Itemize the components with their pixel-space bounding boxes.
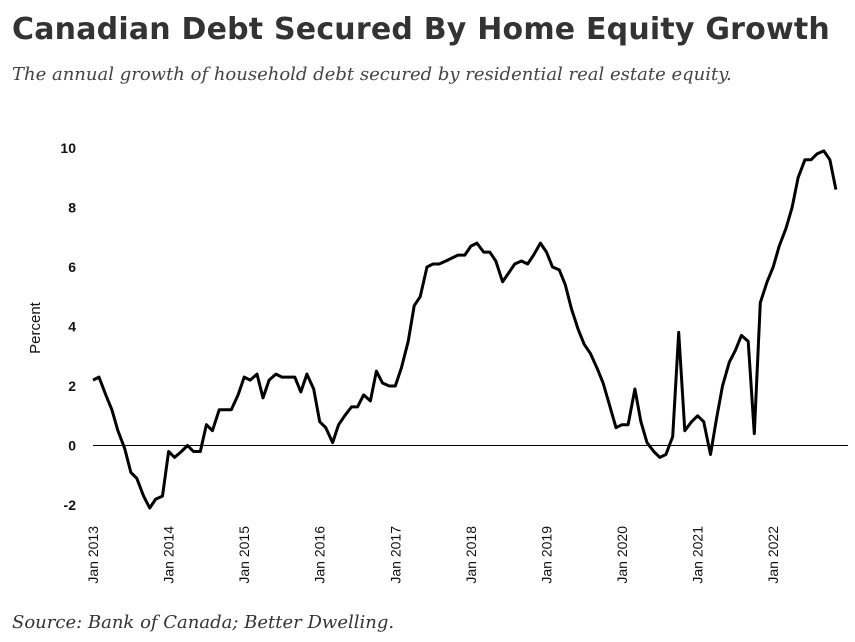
chart-subtitle: The annual growth of household debt secu…	[12, 64, 732, 85]
x-tick-label: Jan 2013	[85, 526, 101, 584]
x-tick-label: Jan 2015	[236, 526, 252, 584]
chart-title: Canadian Debt Secured By Home Equity Gro…	[12, 12, 830, 47]
y-tick-label: 8	[68, 199, 76, 215]
x-tick-label: Jan 2017	[387, 526, 403, 584]
x-tick-label: Jan 2019	[538, 526, 554, 584]
y-tick-label: 0	[68, 438, 76, 454]
y-axis-label: Percent	[27, 301, 44, 354]
x-tick-label: Jan 2020	[614, 526, 630, 584]
y-tick-label: -2	[64, 497, 77, 513]
y-tick-label: 10	[60, 140, 76, 156]
x-axis-ticks: Jan 2013 Jan 2014 Jan 2015 Jan 2016 Jan 2017…	[85, 526, 781, 584]
x-tick-label: Jan 2014	[161, 526, 177, 584]
y-tick-label: 2	[68, 378, 76, 394]
x-tick-label: Jan 2018	[463, 526, 479, 584]
y-tick-label: 4	[68, 318, 76, 334]
series-line	[92, 149, 838, 510]
y-tick-label: 6	[68, 259, 76, 275]
source-note: Source: Bank of Canada; Better Dwelling.	[12, 612, 395, 633]
x-tick-label: Jan 2021	[690, 526, 706, 584]
x-tick-label: Jan 2022	[765, 526, 781, 584]
y-axis-ticks: -2 0 2 4 6 8 10	[60, 140, 76, 513]
x-tick-label: Jan 2016	[312, 526, 328, 584]
